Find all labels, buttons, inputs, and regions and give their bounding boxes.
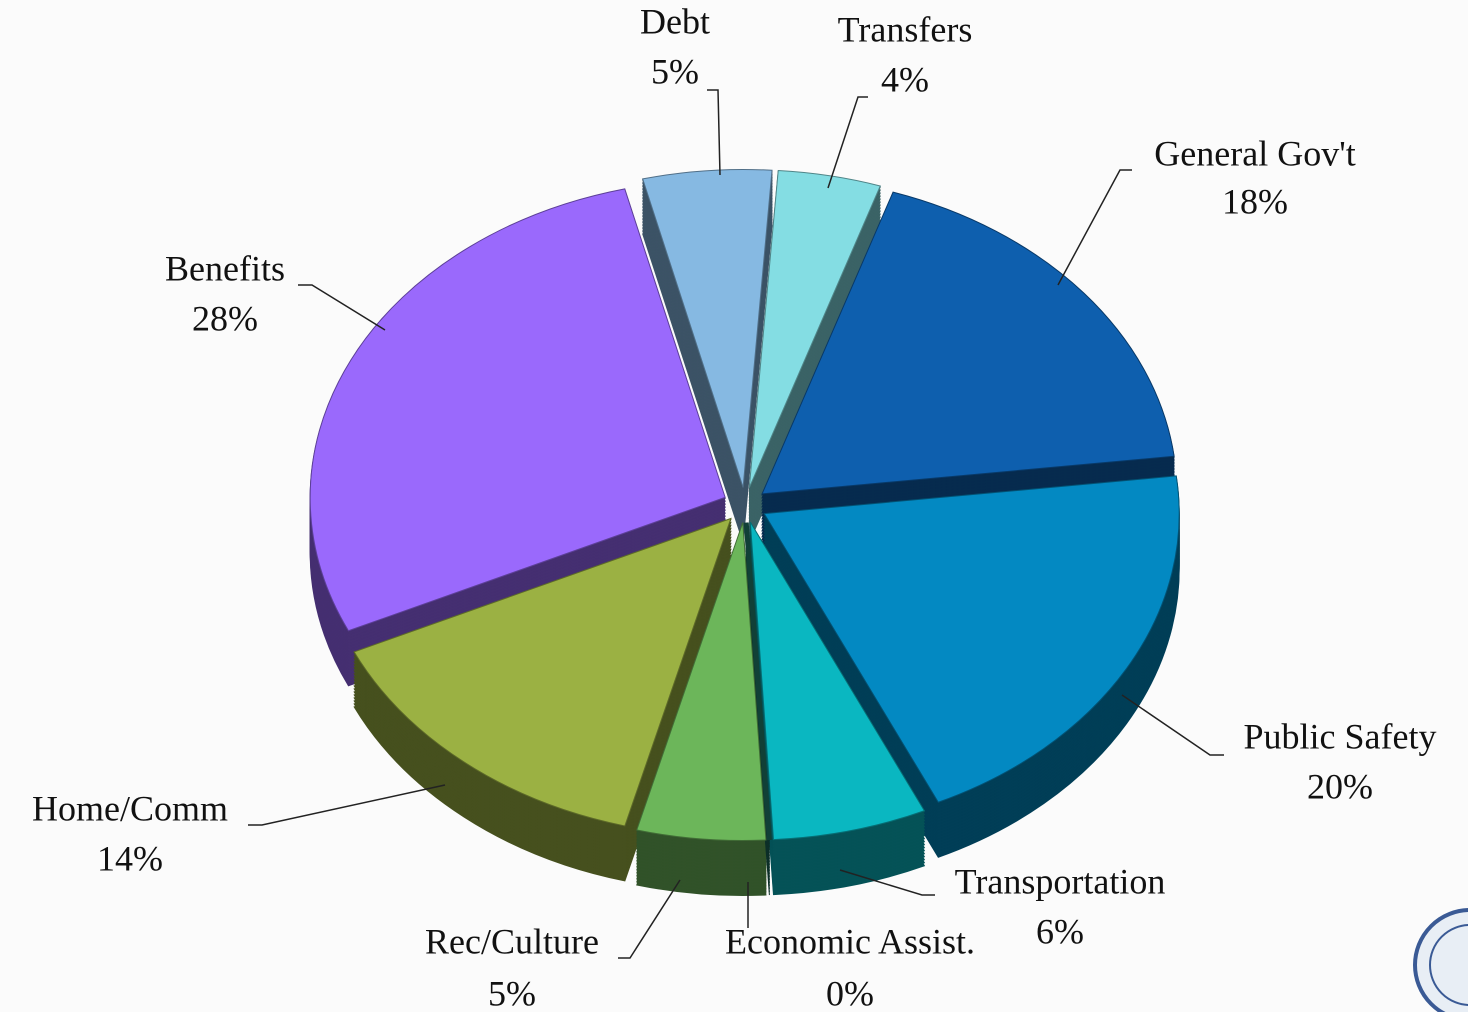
value-label: 14% bbox=[97, 838, 163, 878]
category-label: Home/Comm bbox=[32, 788, 228, 828]
pie bbox=[309, 168, 1180, 896]
value-label: 5% bbox=[651, 51, 699, 91]
category-label: Public Safety bbox=[1244, 716, 1437, 756]
category-label: Transportation bbox=[955, 861, 1166, 901]
category-label: Transfers bbox=[838, 9, 973, 49]
leader-line bbox=[827, 96, 868, 189]
leader-line bbox=[618, 879, 681, 959]
value-label: 6% bbox=[1036, 911, 1084, 951]
category-label: General Gov't bbox=[1154, 133, 1355, 173]
value-label: 4% bbox=[881, 59, 929, 99]
category-label: Benefits bbox=[165, 248, 285, 288]
slice bbox=[353, 517, 732, 827]
logo bbox=[1413, 908, 1468, 1012]
slice bbox=[743, 522, 772, 841]
slice bbox=[636, 522, 767, 841]
category-label: Rec/Culture bbox=[425, 921, 599, 961]
leader-line bbox=[839, 869, 935, 896]
labels: Transfers 4% General Gov't 18% Public Safety… bbox=[32, 1, 1436, 1012]
leader-line bbox=[707, 89, 721, 176]
value-label: 28% bbox=[192, 298, 258, 338]
leader-line bbox=[1057, 169, 1132, 286]
value-label: 0% bbox=[826, 973, 874, 1012]
value-label: 20% bbox=[1307, 766, 1373, 806]
slice bbox=[642, 168, 773, 488]
slice bbox=[748, 169, 881, 488]
category-label: Debt bbox=[640, 1, 710, 41]
category-label: Economic Assist. bbox=[725, 921, 975, 961]
leader-line bbox=[248, 784, 446, 826]
slice bbox=[763, 475, 1180, 803]
slice bbox=[309, 188, 726, 632]
value-label: 5% bbox=[488, 973, 536, 1012]
leader-line bbox=[1121, 694, 1224, 756]
slice bbox=[761, 191, 1175, 495]
leader-line bbox=[298, 284, 386, 331]
slice bbox=[749, 521, 926, 841]
value-label: 18% bbox=[1222, 181, 1288, 221]
